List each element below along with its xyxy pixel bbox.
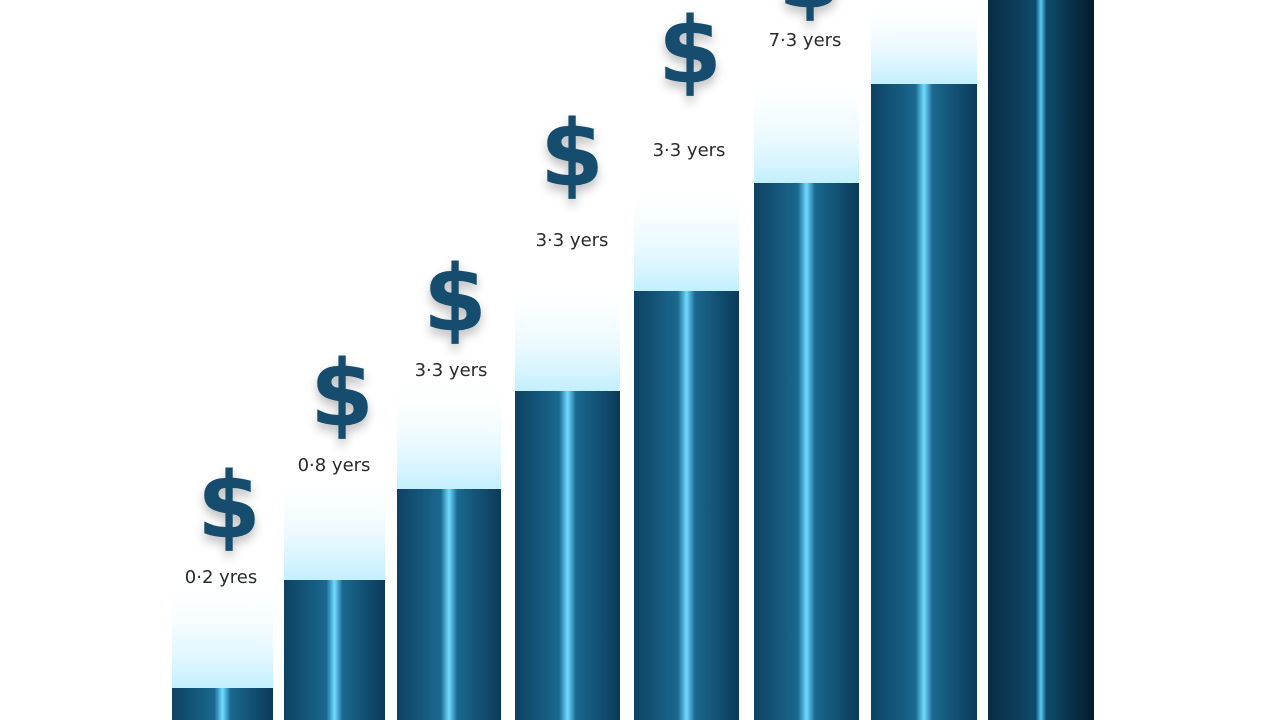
bar-glow: [397, 379, 501, 489]
duration-label: 7·3 yers: [769, 30, 842, 51]
dollar-sign: $: [540, 100, 604, 207]
bar: [515, 391, 620, 720]
dollar-sign: $: [778, 0, 842, 29]
bar-glow: [284, 470, 385, 580]
bar-glow: [871, 0, 977, 84]
dollar-sign: $: [658, 0, 722, 104]
duration-label: 0·2 yres: [185, 567, 257, 588]
bar: [397, 489, 501, 720]
dollar-sign: $: [197, 452, 261, 559]
bar-glow: [754, 73, 859, 183]
bar: [988, 0, 1094, 720]
duration-label: 3·3 yers: [536, 230, 609, 251]
dollar-sign: $: [310, 340, 374, 447]
duration-label: 0·8 yers: [298, 455, 371, 476]
bar-glow: [634, 181, 739, 291]
bar: [172, 688, 273, 720]
duration-label: 3·3 yers: [653, 140, 726, 161]
bar: [871, 84, 977, 720]
bar-glow: [172, 578, 273, 688]
bar: [284, 580, 385, 720]
bar: [634, 291, 739, 720]
duration-label: 3·3 yers: [415, 360, 488, 381]
bar-glow: [515, 281, 620, 391]
dollar-sign: $: [423, 245, 487, 352]
bar: [754, 183, 859, 720]
